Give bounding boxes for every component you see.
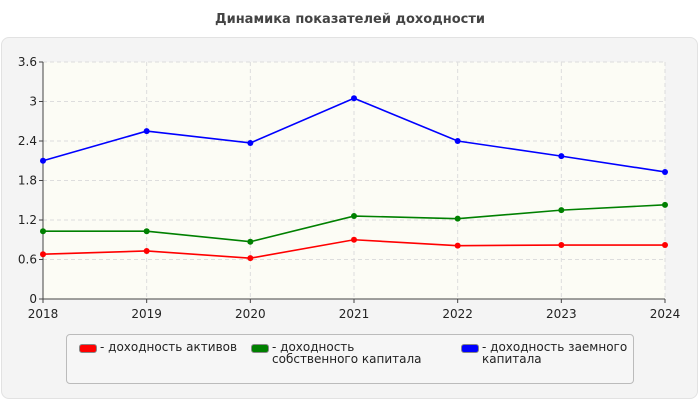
- data-point: [454, 242, 461, 249]
- x-tick-label: 2024: [650, 307, 681, 321]
- y-tick-label: 3.6: [18, 55, 37, 69]
- y-tick-label: 1.2: [18, 213, 37, 227]
- data-point: [558, 153, 565, 160]
- data-point: [143, 128, 150, 135]
- y-tick-label: 2.4: [18, 134, 37, 148]
- data-point: [558, 242, 565, 249]
- legend-label: - доходность активов: [100, 340, 238, 354]
- x-tick-label: 2019: [131, 307, 162, 321]
- data-point: [558, 207, 565, 214]
- x-tick-label: 2021: [339, 307, 370, 321]
- data-point: [247, 139, 254, 146]
- data-point: [143, 228, 150, 235]
- data-point: [662, 168, 668, 175]
- data-point: [662, 201, 668, 208]
- data-point: [40, 157, 46, 164]
- x-tick-label: 2020: [235, 307, 266, 321]
- data-point: [454, 215, 461, 222]
- data-point: [247, 238, 254, 245]
- legend-label: - доходность собственного капитала: [272, 340, 422, 366]
- data-point: [454, 138, 461, 144]
- data-point: [351, 213, 357, 220]
- legend-item-assets: - доходность активов: [79, 341, 237, 353]
- data-point: [351, 95, 357, 102]
- chart-title: Динамика показателей доходности: [215, 12, 485, 27]
- data-point: [40, 251, 46, 258]
- data-point: [40, 228, 46, 235]
- x-tick-label: 2023: [546, 307, 577, 321]
- legend: - доходность активов - доходность собств…: [66, 334, 634, 384]
- y-tick-label: 3: [29, 95, 37, 109]
- legend-swatch: [79, 344, 97, 353]
- legend-label: - доходность заемного капитала: [482, 340, 628, 366]
- legend-item-equity: - доходность собственного капитала: [251, 341, 441, 365]
- y-tick-label: 0.6: [18, 253, 37, 267]
- x-tick-label: 2018: [28, 307, 59, 321]
- legend-item-debt: - доходность заемного капитала: [461, 341, 631, 365]
- y-tick-label: 0: [29, 292, 37, 306]
- legend-swatch: [461, 344, 479, 353]
- y-tick-label: 1.8: [18, 174, 37, 188]
- data-point: [143, 247, 150, 254]
- data-point: [662, 242, 668, 249]
- legend-swatch: [251, 344, 269, 353]
- data-point: [351, 236, 357, 243]
- x-tick-label: 2022: [442, 307, 473, 321]
- data-point: [247, 255, 254, 262]
